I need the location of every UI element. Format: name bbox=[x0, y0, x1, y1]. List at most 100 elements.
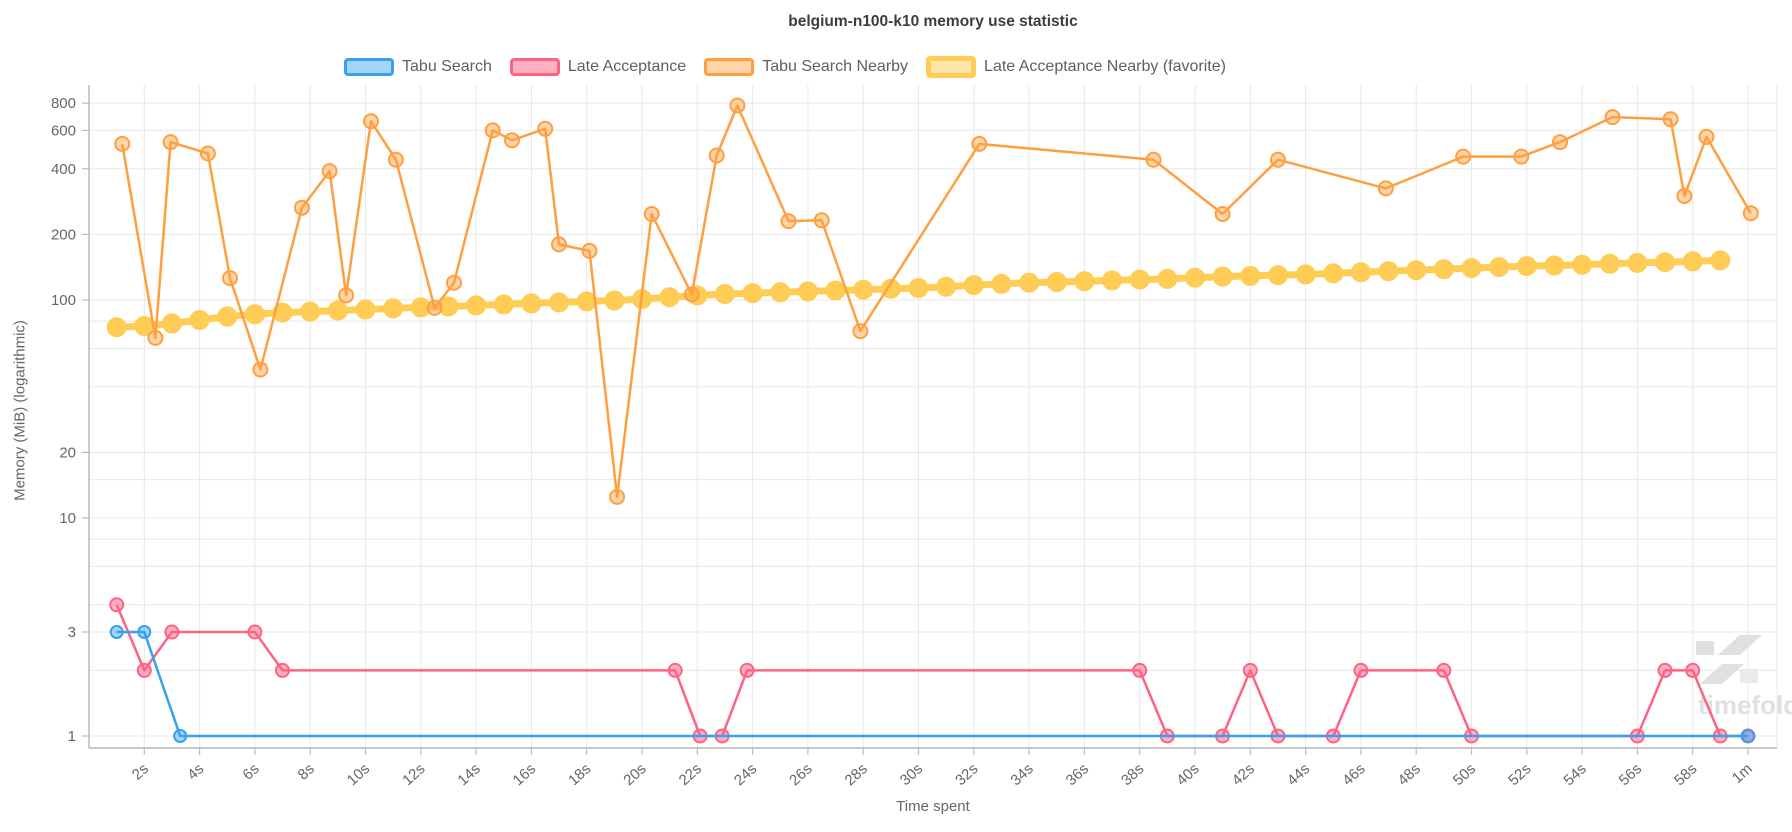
data-point[interactable] bbox=[1129, 269, 1150, 290]
data-point[interactable] bbox=[780, 213, 797, 230]
data-point[interactable] bbox=[504, 132, 520, 149]
data-point[interactable] bbox=[1436, 662, 1452, 678]
data-point[interactable] bbox=[247, 624, 263, 640]
data-point[interactable] bbox=[189, 310, 210, 330]
data-point[interactable] bbox=[106, 317, 127, 338]
data-point[interactable] bbox=[1212, 266, 1233, 287]
legend-item-tabu-search[interactable]: Tabu Search bbox=[344, 58, 492, 76]
data-point[interactable] bbox=[521, 293, 542, 314]
data-point[interactable] bbox=[173, 729, 188, 743]
data-point[interactable] bbox=[252, 361, 269, 378]
data-point[interactable] bbox=[1461, 258, 1482, 279]
data-point[interactable] bbox=[300, 301, 321, 322]
data-point[interactable] bbox=[1350, 262, 1371, 283]
data-point[interactable] bbox=[1214, 206, 1231, 222]
data-point[interactable] bbox=[971, 135, 988, 152]
data-point[interactable] bbox=[321, 163, 338, 180]
data-point[interactable] bbox=[1544, 255, 1565, 276]
data-point[interactable] bbox=[1019, 272, 1040, 293]
data-point[interactable] bbox=[1132, 662, 1148, 678]
data-point[interactable] bbox=[1377, 180, 1394, 197]
data-point[interactable] bbox=[1742, 205, 1759, 222]
data-point[interactable] bbox=[1552, 134, 1568, 151]
data-point[interactable] bbox=[1662, 111, 1679, 128]
data-point[interactable] bbox=[1102, 270, 1122, 291]
data-point[interactable] bbox=[708, 147, 725, 164]
data-point[interactable] bbox=[714, 284, 735, 304]
data-point[interactable] bbox=[217, 306, 238, 327]
data-point[interactable] bbox=[537, 120, 554, 137]
data-point[interactable] bbox=[963, 275, 984, 296]
data-point[interactable] bbox=[272, 302, 293, 323]
series-late-acceptance-nearby-favorite[interactable] bbox=[106, 250, 1731, 338]
data-point[interactable] bbox=[1074, 271, 1095, 292]
legend-item-late-acceptance-nearby[interactable]: Late Acceptance Nearby (favorite) bbox=[926, 56, 1226, 78]
data-point[interactable] bbox=[162, 134, 179, 151]
data-point[interactable] bbox=[275, 662, 290, 678]
data-point[interactable] bbox=[1710, 250, 1731, 271]
data-point[interactable] bbox=[1513, 148, 1530, 165]
data-point[interactable] bbox=[161, 313, 182, 334]
data-point[interactable] bbox=[1572, 254, 1593, 275]
data-point[interactable] bbox=[683, 286, 700, 303]
data-point[interactable] bbox=[1270, 151, 1286, 168]
data-point[interactable] bbox=[338, 287, 355, 304]
data-point[interactable] bbox=[852, 323, 869, 340]
data-point[interactable] bbox=[880, 278, 901, 299]
data-point[interactable] bbox=[1489, 257, 1510, 278]
data-point[interactable] bbox=[1353, 662, 1369, 678]
series-tabu-search[interactable] bbox=[109, 625, 1755, 743]
series-tabu-search-nearby[interactable] bbox=[114, 97, 1759, 505]
data-point[interactable] bbox=[667, 662, 683, 678]
data-point[interactable] bbox=[147, 329, 164, 346]
data-point[interactable] bbox=[1268, 265, 1288, 286]
data-point[interactable] bbox=[109, 625, 124, 639]
data-point[interactable] bbox=[109, 597, 125, 613]
data-point[interactable] bbox=[908, 278, 929, 298]
data-point[interactable] bbox=[363, 113, 379, 130]
data-point[interactable] bbox=[742, 283, 763, 304]
data-point[interactable] bbox=[387, 151, 404, 168]
data-point[interactable] bbox=[825, 280, 846, 301]
legend-item-tabu-search-nearby[interactable]: Tabu Search Nearby bbox=[704, 58, 908, 76]
data-point[interactable] bbox=[551, 236, 567, 253]
data-point[interactable] bbox=[1240, 265, 1261, 286]
data-point[interactable] bbox=[244, 304, 265, 325]
data-point[interactable] bbox=[426, 299, 443, 316]
data-point[interactable] bbox=[1698, 128, 1715, 145]
data-point[interactable] bbox=[466, 295, 487, 316]
data-point[interactable] bbox=[1455, 148, 1472, 165]
legend-item-late-acceptance[interactable]: Late Acceptance bbox=[509, 58, 686, 76]
data-point[interactable] bbox=[222, 270, 238, 287]
data-point[interactable] bbox=[136, 662, 152, 678]
data-point[interactable] bbox=[581, 242, 598, 259]
data-point[interactable] bbox=[114, 135, 131, 152]
data-point[interactable] bbox=[1046, 272, 1067, 292]
data-point[interactable] bbox=[1378, 261, 1399, 282]
data-point[interactable] bbox=[1323, 263, 1344, 284]
data-point[interactable] bbox=[770, 282, 791, 303]
data-point[interactable] bbox=[355, 299, 376, 320]
data-point[interactable] bbox=[493, 294, 514, 315]
series-line[interactable] bbox=[116, 630, 1748, 738]
data-point[interactable] bbox=[853, 279, 874, 300]
data-point[interactable] bbox=[1433, 259, 1454, 280]
data-point[interactable] bbox=[438, 296, 459, 317]
data-point[interactable] bbox=[1406, 260, 1427, 281]
data-point[interactable] bbox=[1604, 109, 1621, 126]
data-point[interactable] bbox=[1657, 662, 1673, 678]
data-point[interactable] bbox=[936, 276, 957, 297]
data-point[interactable] bbox=[446, 274, 462, 291]
data-point[interactable] bbox=[576, 291, 597, 312]
data-point[interactable] bbox=[484, 122, 501, 139]
data-point[interactable] bbox=[1682, 251, 1703, 272]
data-point[interactable] bbox=[1145, 151, 1162, 168]
data-point[interactable] bbox=[659, 287, 680, 308]
data-point[interactable] bbox=[293, 199, 310, 216]
data-point[interactable] bbox=[729, 97, 746, 114]
data-point[interactable] bbox=[1242, 662, 1258, 678]
series-line[interactable] bbox=[120, 104, 1752, 499]
data-point[interactable] bbox=[797, 281, 818, 302]
data-point[interactable] bbox=[1295, 264, 1316, 285]
